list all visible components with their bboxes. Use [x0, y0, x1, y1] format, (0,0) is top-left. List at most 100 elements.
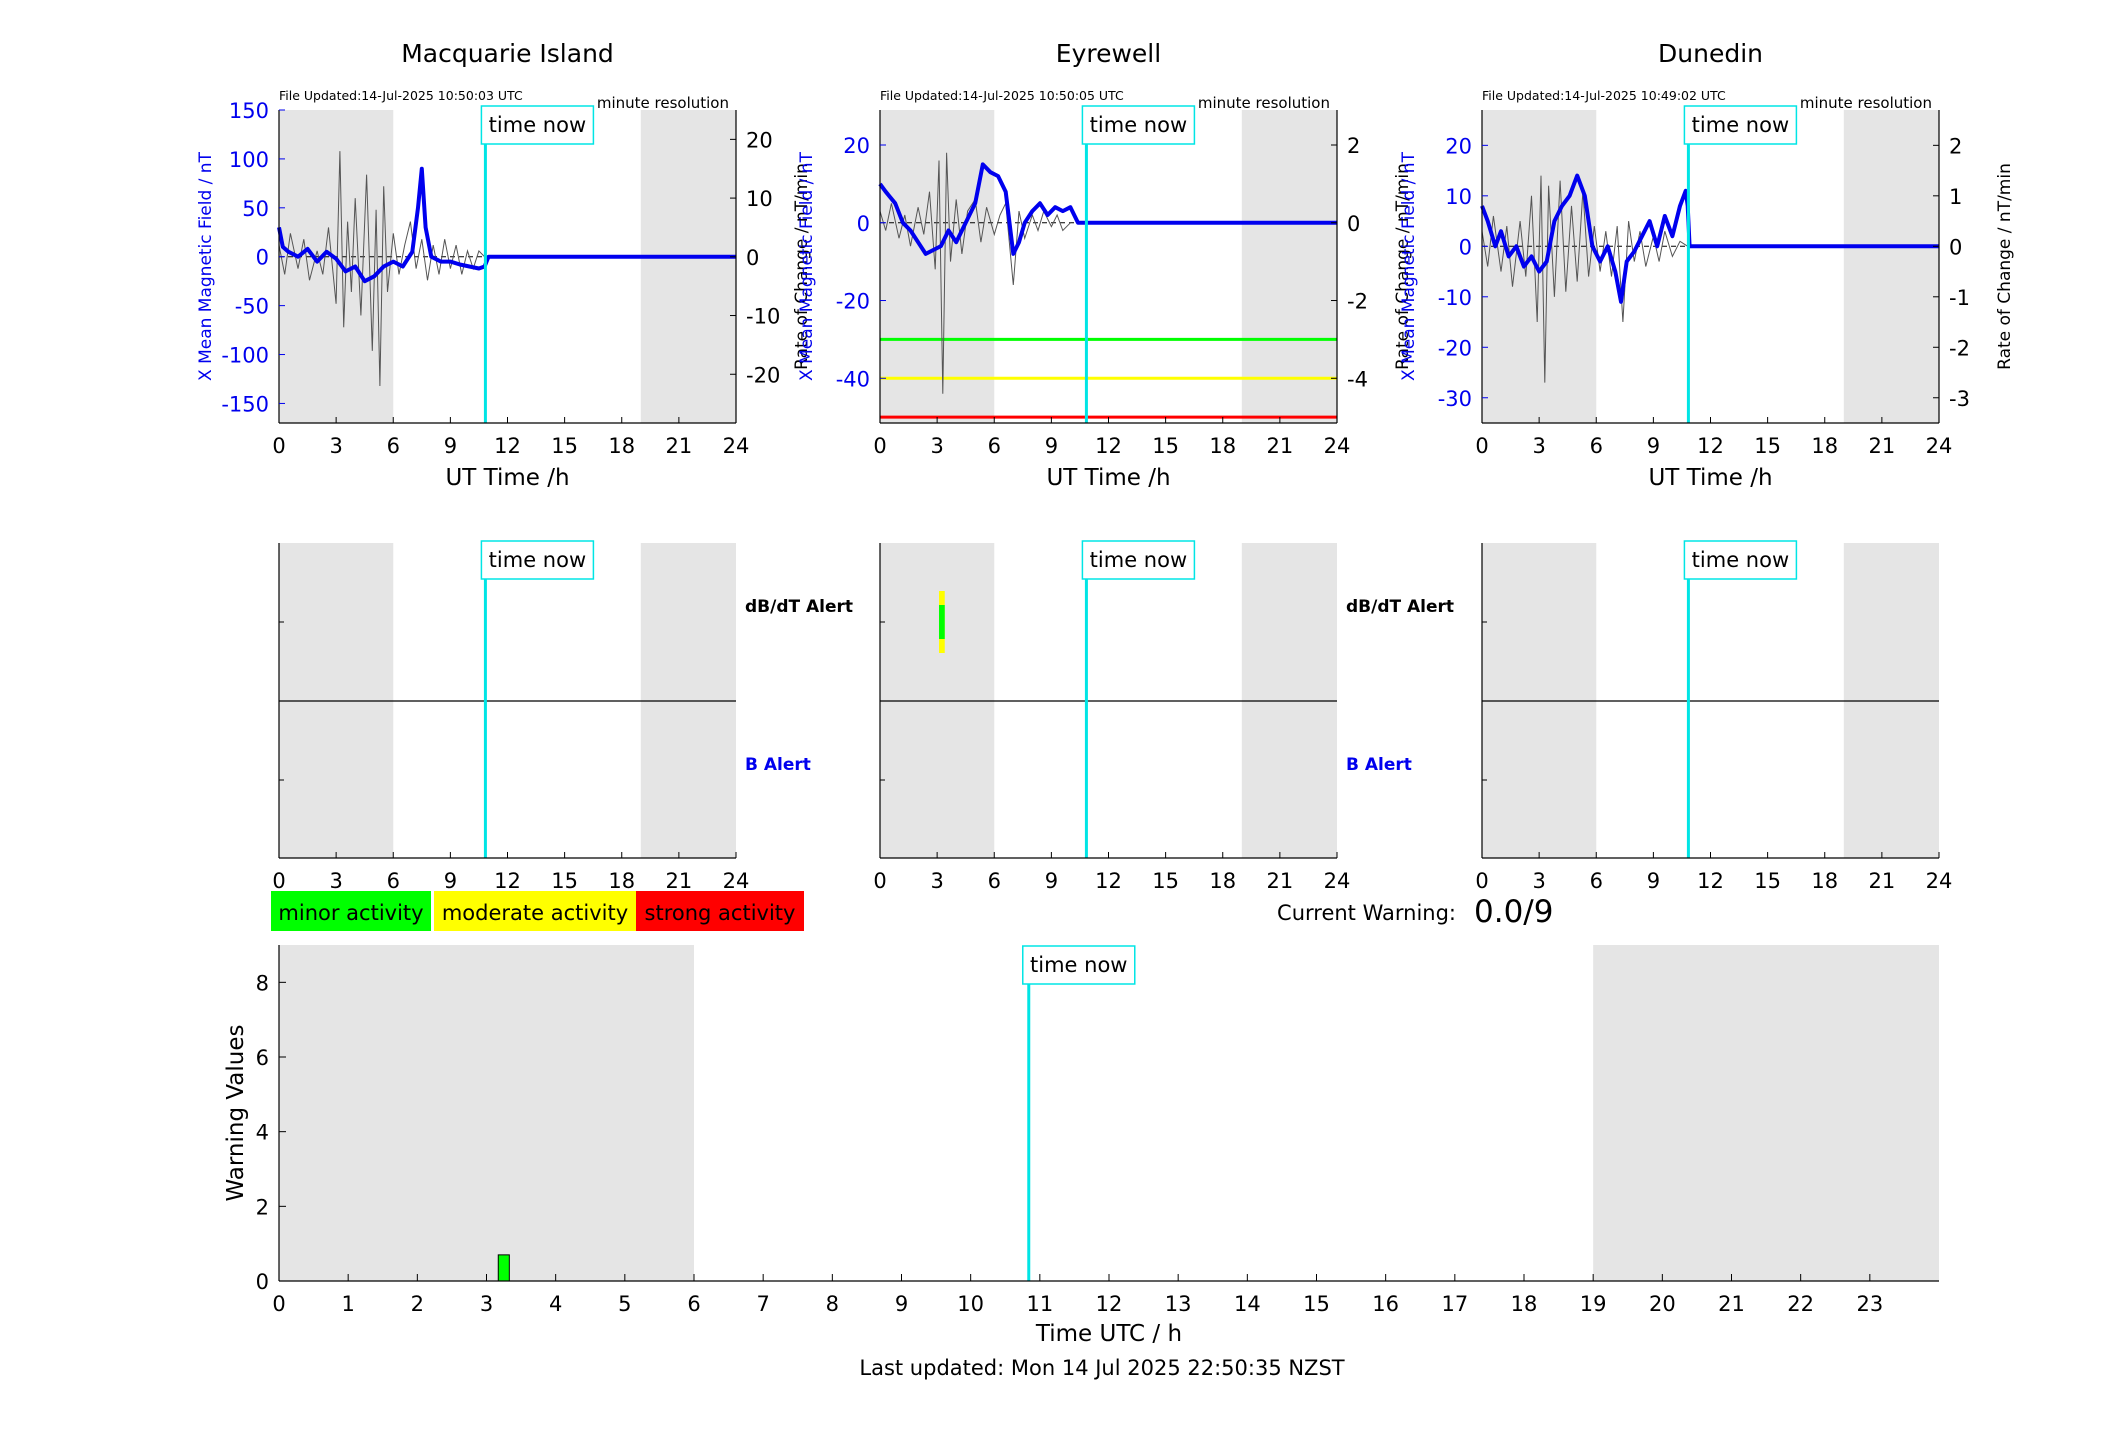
- left-tick-label-eyrewell: -20: [836, 290, 870, 314]
- b-alert-label-eyrewell: B Alert: [1346, 755, 1412, 775]
- warning-y-axis-label: Warning Values: [223, 1024, 249, 1201]
- x-tick-label-macquarie: 6: [387, 434, 400, 458]
- alert-x-tick-label-eyrewell: 9: [1045, 869, 1058, 893]
- warning-x-tick-label: 4: [549, 1292, 562, 1316]
- alert-x-tick-label-dunedin: 24: [1926, 869, 1953, 893]
- x-tick-label-eyrewell: 6: [988, 434, 1001, 458]
- current-warning-value: 0.0/9: [1474, 894, 1553, 930]
- alert-x-tick-label-eyrewell: 3: [930, 869, 943, 893]
- alert-x-tick-label-eyrewell: 18: [1209, 869, 1236, 893]
- db-dt-alert-label-eyrewell: dB/dT Alert: [1346, 597, 1454, 617]
- y-axis-label-left-macquarie: X Mean Magnetic Field / nT: [196, 151, 216, 381]
- alert-x-tick-label-macquarie: 6: [387, 869, 400, 893]
- legend-minor-box: [271, 891, 431, 931]
- warning-x-tick-label: 12: [1096, 1292, 1123, 1316]
- warning-x-tick-label: 23: [1856, 1292, 1883, 1316]
- y-axis-label-right-macquarie: Rate of Change / nT/min: [792, 163, 812, 370]
- right-tick-label-dunedin: -1: [1949, 286, 1970, 310]
- time-now-box-eyrewell: [1081, 105, 1196, 145]
- resolution-label-macquarie: minute resolution: [597, 94, 729, 112]
- x-tick-label-eyrewell: 9: [1045, 434, 1058, 458]
- warning-x-tick-label: 11: [1026, 1292, 1053, 1316]
- warning-time-now-box: [1022, 945, 1136, 985]
- x-tick-label-macquarie: 3: [329, 434, 342, 458]
- left-tick-label-dunedin: 10: [1445, 185, 1472, 209]
- db-dt-alert-label-macquarie: dB/dT Alert: [745, 597, 853, 617]
- alert-x-tick-label-eyrewell: 6: [988, 869, 1001, 893]
- alert-time-now-label-eyrewell: time now: [1090, 548, 1187, 572]
- alert-x-tick-label-dunedin: 9: [1647, 869, 1660, 893]
- x-tick-label-dunedin: 3: [1532, 434, 1545, 458]
- right-tick-label-dunedin: 1: [1949, 185, 1962, 209]
- left-tick-label-dunedin: -10: [1438, 286, 1472, 310]
- warning-x-axis-label: Time UTC / h: [1035, 1321, 1182, 1347]
- legend-strong-label: strong activity: [645, 901, 796, 925]
- x-tick-label-eyrewell: 18: [1209, 434, 1236, 458]
- warning-x-tick-label: 14: [1234, 1292, 1261, 1316]
- alert-x-tick-label-eyrewell: 12: [1095, 869, 1122, 893]
- warning-x-tick-label: 1: [341, 1292, 354, 1316]
- x-tick-label-dunedin: 24: [1926, 434, 1953, 458]
- file-updated-dunedin: File Updated:14-Jul-2025 10:49:02 UTC: [1482, 88, 1726, 103]
- warning-x-tick-label: 19: [1580, 1292, 1607, 1316]
- x-mean-field-line-eyrewell: [878, 162, 1337, 256]
- right-tick-label-macquarie: -10: [746, 305, 780, 329]
- night-shading-eyrewell-0: [880, 110, 995, 423]
- alert-x-tick-label-macquarie: 24: [723, 869, 750, 893]
- x-tick-label-dunedin: 18: [1811, 434, 1838, 458]
- alert-x-tick-label-dunedin: 21: [1869, 869, 1896, 893]
- night-shading-macquarie-0: [279, 110, 394, 423]
- x-tick-label-macquarie: 21: [666, 434, 693, 458]
- right-tick-label-dunedin: 2: [1949, 134, 1962, 158]
- x-tick-label-macquarie: 18: [608, 434, 635, 458]
- x-tick-label-eyrewell: 3: [930, 434, 943, 458]
- left-tick-label-macquarie: 150: [229, 99, 269, 123]
- x-tick-label-macquarie: 9: [444, 434, 457, 458]
- night-shading-dunedin-1: [1843, 110, 1939, 423]
- db-dt-alert-bar-minor-eyrewell: [939, 605, 945, 639]
- legend-moderate-label: moderate activity: [442, 901, 628, 925]
- right-tick-label-eyrewell: 0: [1347, 212, 1360, 236]
- alert-x-tick-label-dunedin: 3: [1532, 869, 1545, 893]
- warning-x-tick-label: 20: [1649, 1292, 1676, 1316]
- left-tick-label-macquarie: -100: [221, 344, 269, 368]
- alert-time-now-label-dunedin: time now: [1692, 548, 1789, 572]
- station-title-eyrewell: Eyrewell: [1056, 39, 1161, 68]
- x-axis-label-dunedin: UT Time /h: [1648, 465, 1772, 491]
- y-axis-label-left-eyrewell: X Mean Magnetic Field / nT: [797, 151, 817, 381]
- alert-x-tick-label-macquarie: 0: [272, 869, 285, 893]
- legend-strong-box: [636, 891, 804, 931]
- left-tick-label-dunedin: -20: [1438, 336, 1472, 360]
- x-tick-label-macquarie: 0: [272, 434, 285, 458]
- time-now-box-dunedin: [1683, 105, 1798, 145]
- warning-x-tick-label: 2: [411, 1292, 424, 1316]
- alert-x-tick-label-eyrewell: 0: [873, 869, 886, 893]
- y-axis-label-right-eyrewell: Rate of Change / nT/min: [1393, 163, 1413, 370]
- warning-y-tick-label: 4: [256, 1121, 269, 1145]
- b-alert-label-macquarie: B Alert: [745, 755, 811, 775]
- time-now-label-dunedin: time now: [1692, 113, 1789, 137]
- alert-x-tick-label-macquarie: 12: [494, 869, 521, 893]
- file-updated-eyrewell: File Updated:14-Jul-2025 10:50:05 UTC: [880, 88, 1124, 103]
- warning-bar-0: [497, 1254, 510, 1282]
- x-tick-label-eyrewell: 21: [1267, 434, 1294, 458]
- x-tick-label-macquarie: 15: [551, 434, 578, 458]
- alert-x-tick-label-macquarie: 18: [608, 869, 635, 893]
- warning-night-shading-0: [279, 945, 694, 1281]
- alert-x-tick-label-eyrewell: 24: [1324, 869, 1351, 893]
- x-tick-label-macquarie: 24: [723, 434, 750, 458]
- warning-night-shading-1: [1593, 945, 1939, 1281]
- x-tick-label-dunedin: 21: [1869, 434, 1896, 458]
- alert-x-tick-label-eyrewell: 15: [1152, 869, 1179, 893]
- time-now-label-eyrewell: time now: [1090, 113, 1187, 137]
- x-tick-label-dunedin: 6: [1590, 434, 1603, 458]
- warning-time-now-label: time now: [1030, 953, 1127, 977]
- left-tick-label-macquarie: 50: [242, 197, 269, 221]
- resolution-label-dunedin: minute resolution: [1800, 94, 1932, 112]
- file-updated-macquarie: File Updated:14-Jul-2025 10:50:03 UTC: [279, 88, 523, 103]
- time-now-box-macquarie: [480, 105, 595, 145]
- warning-x-tick-label: 21: [1718, 1292, 1745, 1316]
- y-axis-label-right-dunedin: Rate of Change / nT/min: [1995, 163, 2015, 370]
- alert-time-now-box-dunedin: [1683, 540, 1798, 580]
